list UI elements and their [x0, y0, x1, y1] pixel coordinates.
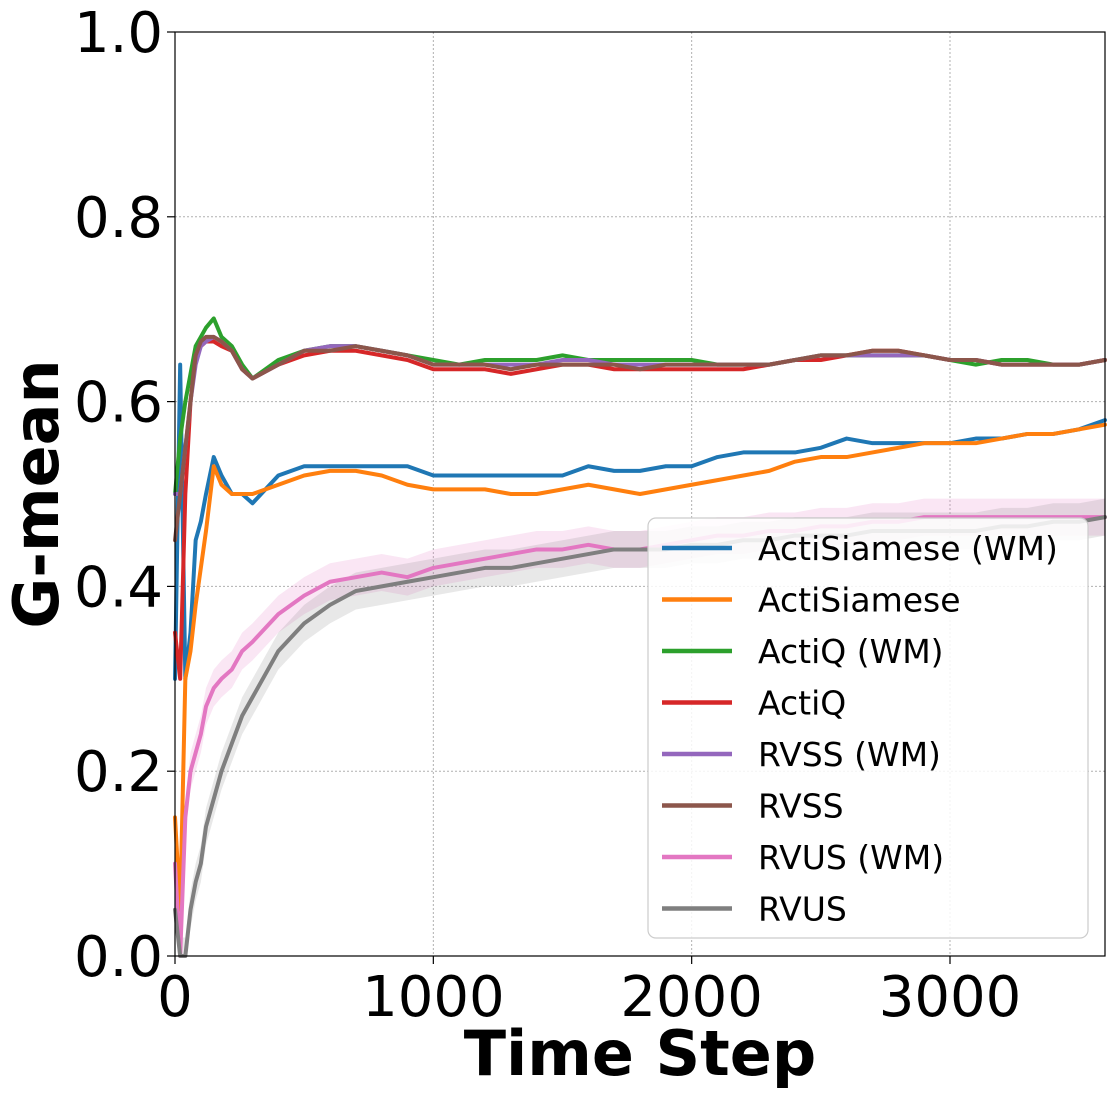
- x-tick-label: 2000: [620, 965, 763, 1030]
- legend-label-actiq: ActiQ: [758, 684, 846, 723]
- legend-box: [647, 517, 1089, 939]
- x-axis-ticks: 0 1000 2000 3000: [157, 956, 1021, 1030]
- legend-label-rvss-wm: RVSS (WM): [758, 735, 941, 774]
- y-tick-label: 0.6: [74, 371, 163, 436]
- y-tick-label: 0.8: [74, 186, 163, 251]
- series-lines: [173, 316, 1107, 958]
- y-axis-ticks: 0.0 0.2 0.4 0.6 0.8 1.0: [74, 1, 175, 990]
- series-line-actisiamese: [173, 422, 1107, 912]
- x-tick-label: 0: [157, 965, 193, 1030]
- legend-label-actiq-wm: ActiQ (WM): [758, 632, 944, 671]
- plot-frame: [174, 31, 1106, 957]
- series-line-rvss: [173, 334, 1107, 543]
- y-axis-title: G-mean: [0, 359, 73, 628]
- x-axis-title: Time Step: [464, 1017, 817, 1090]
- y-tick-label: 0.0: [74, 925, 163, 990]
- legend-label-actisiamese-wm: ActiSiamese (WM): [758, 529, 1058, 568]
- y-tick-label: 1.0: [74, 1, 163, 66]
- y-tick-label: 0.2: [74, 740, 163, 805]
- legend-label-rvus-wm: RVUS (WM): [758, 838, 944, 877]
- y-tick-label: 0.4: [74, 555, 163, 620]
- legend-label-rvss: RVSS: [758, 787, 844, 826]
- grid: [175, 32, 1105, 956]
- legend: ActiSiamese (WM) ActiSiamese ActiQ (WM) Act…: [647, 517, 1089, 939]
- x-tick-label: 1000: [362, 965, 505, 1030]
- legend-label-actisiamese: ActiSiamese: [758, 581, 961, 620]
- x-tick-label: 3000: [879, 965, 1022, 1030]
- legend-label-rvus: RVUS: [758, 890, 847, 929]
